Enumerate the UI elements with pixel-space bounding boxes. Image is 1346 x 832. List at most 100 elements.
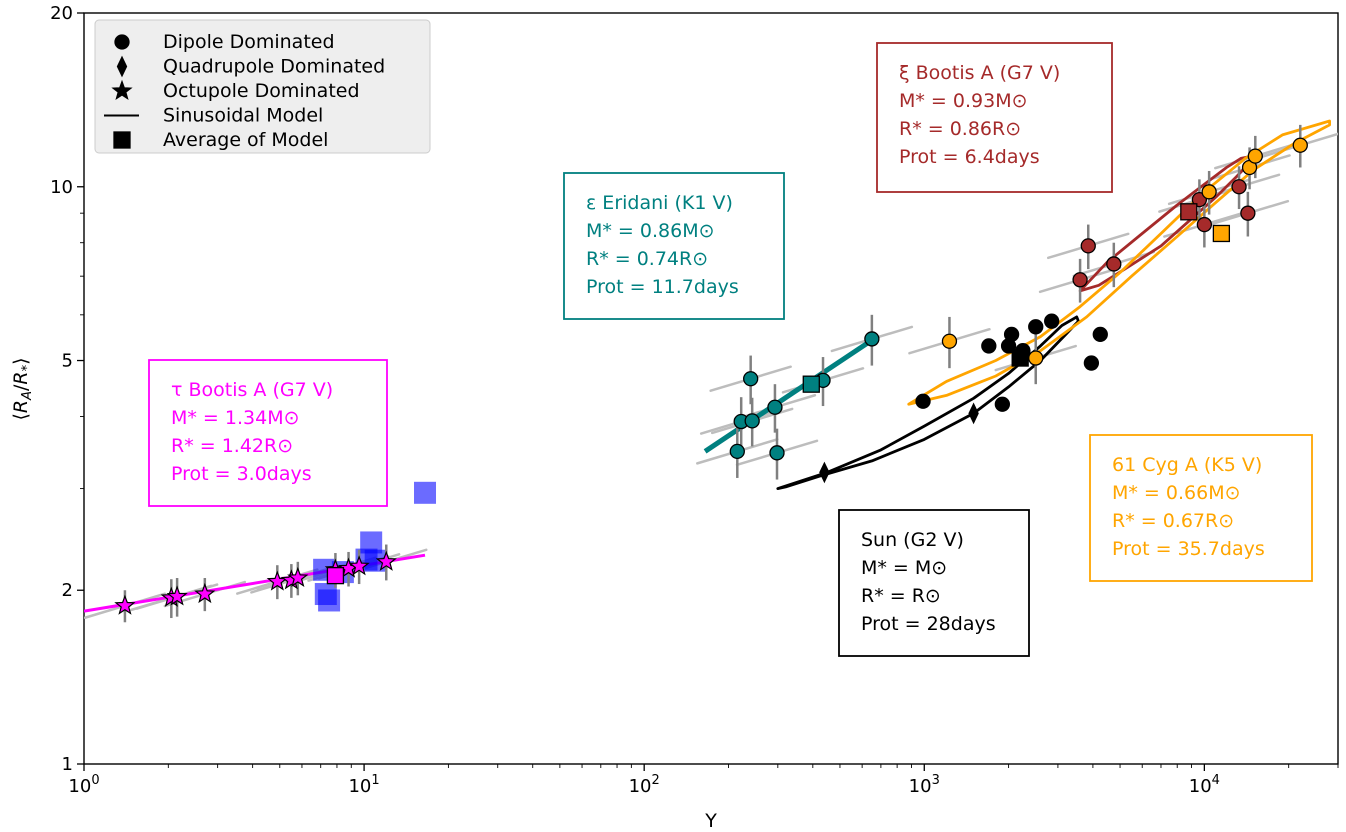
sun-info-line-1: M* = M⊙ [861,557,947,579]
eps_eri-point-2 [743,371,759,387]
y-axis: 1 2 5 10 20 [50,3,84,775]
plot-area [84,119,1338,623]
sun-point-0 [915,393,931,409]
annotation-boxes: τ Bootis A (G7 V) M* = 1.34M⊙ R* = 1.42R⊙ P… [148,42,1313,657]
y-tick-label-3: 10 [50,177,73,198]
tau_boo-point-6 [287,566,309,587]
xi_boo-point-4 [1196,216,1213,233]
eps_eri-average-square [802,375,820,393]
61_cyg-info-line-1: M* = 0.66M⊙ [1112,482,1241,504]
tau_boo-info-line-0: τ Bootis A (G7 V) [171,379,333,401]
legend-label-1: Quadrupole Dominated [163,56,385,78]
eps_eri-point-7 [864,331,880,347]
legend-label-3: Sinusoidal Model [163,105,323,127]
xi_boo-info-box-frame [876,42,1113,193]
tau_boo-point-0 [114,594,136,615]
61_cyg-info-line-3: Prot = 35.7days [1112,538,1265,560]
eps_eri-info-box: ε Eridani (K1 V) M* = 0.86M⊙ R* = 0.74R⊙ Pr… [563,172,785,320]
xi_boo-point-1 [1080,238,1096,254]
eps_eri-info-line-3: Prot = 11.7days [586,276,739,298]
sun-average-square [1011,349,1029,367]
tau_boo-comparison-square-7 [414,481,437,504]
tau_boo-point-2 [166,585,188,606]
eps_eri-info-line-2: R* = 0.74R⊙ [586,248,708,270]
x-axis: 100 101 102 103 104 [68,764,1339,797]
61_cyg-info-box: 61 Cyg A (K5 V) M* = 0.66M⊙ R* = 0.67R⊙ Pro… [1089,434,1313,582]
61_cyg-point-4 [1247,148,1263,164]
sun-info-box-frame [838,509,1030,657]
xi_boo-point-0 [1072,272,1088,288]
tau_boo-info-line-3: Prot = 3.0days [171,463,312,485]
eps_eri-model-line [703,336,876,454]
xi_boo-point-6 [1240,205,1256,221]
tau_boo-comparison-square-5 [360,531,383,554]
x-tick-label-1: 101 [348,773,379,797]
eps_eri-info-line-0: ε Eridani (K1 V) [586,192,733,214]
legend-square-icon [113,131,131,149]
sun-info-line-2: R* = R⊙ [861,585,941,607]
xi_boo-info-box: ξ Bootis A (G7 V) M* = 0.93M⊙ R* = 0.86R⊙ P… [876,42,1113,193]
sun-info-box: Sun (G2 V) M* = M⊙ R* = R⊙ Prot = 28days [838,509,1030,657]
61_cyg-info-box-frame [1089,434,1313,582]
eps_eri-info-line-1: M* = 0.86M⊙ [586,220,715,242]
xi_boo-info-line-1: M* = 0.93M⊙ [899,90,1028,112]
61_cyg-point-0 [941,333,958,349]
61_cyg-info-line-2: R* = 0.67R⊙ [1112,510,1234,532]
tau_boo-average-square [326,566,345,585]
legend-label-0: Dipole Dominated [163,31,335,53]
x-tick-label-0: 100 [68,773,99,797]
sun-point-6 [1028,319,1044,335]
eps_eri-point-5 [769,445,785,461]
plot-layer [84,119,1338,623]
y-tick-label-2: 5 [62,351,73,372]
legend-star-icon [111,79,133,100]
y-tick-label-1: 2 [62,580,73,601]
x-axis-label: Y [704,810,717,832]
y-axis-label: ⟨RA/R*⟩ [10,357,35,420]
sun-point-9 [1092,326,1108,343]
sun-info-line-3: Prot = 28days [861,613,996,635]
61_cyg-point-1 [1028,350,1044,366]
legend-label-4: Average of Model [163,129,328,151]
sun-point-8 [1083,355,1100,371]
legend-diamond-icon [116,55,128,78]
sun-point-10 [819,461,830,484]
eps_eri-point-0 [729,443,745,460]
xi_boo-info-line-0: ξ Bootis A (G7 V) [899,62,1060,84]
xi_boo-point-2 [1106,256,1122,272]
x-tick-label-2: 102 [629,773,660,797]
xi_boo-info-line-3: Prot = 6.4days [899,146,1040,168]
eps_eri-point-3 [744,413,760,429]
61_cyg-info-line-0: 61 Cyg A (K5 V) [1112,454,1262,476]
sun-point-7 [1044,313,1060,329]
tau_boo-info-box-frame [148,359,388,507]
x-tick-label-4: 104 [1189,773,1220,797]
tau_boo-info-box: τ Bootis A (G7 V) M* = 1.34M⊙ R* = 1.42R⊙ P… [148,359,388,507]
61_cyg-model-curve [907,119,1331,406]
x-tick-label-3: 103 [909,773,940,797]
61_cyg-average-square [1212,224,1231,243]
tau_boo-point-3 [194,582,216,604]
legend-label-2: Octupole Dominated [163,80,360,102]
svg-text:⟨RA/R*⟩: ⟨RA/R*⟩ [10,357,35,420]
xi_boo-average-square [1180,203,1198,221]
tau_boo-point-9 [348,555,370,576]
y-tick-label-4: 20 [50,3,73,24]
tau_boo-info-line-1: M* = 1.34M⊙ [171,407,300,429]
tau_boo-point-10 [375,550,397,571]
tau_boo-info-line-2: R* = 1.42R⊙ [171,435,293,457]
sun-point-11 [968,402,979,425]
sun-point-4 [1003,326,1020,343]
tau_boo-comparison-square-1 [318,589,341,612]
eps_eri-info-box-frame [563,172,785,320]
legend-box [94,19,431,154]
sun-point-2 [994,396,1010,412]
61_cyg-point-2 [1201,184,1217,200]
plot-frame [83,12,1339,765]
xi_boo-info-line-2: R* = 0.86R⊙ [899,118,1021,140]
xi_boo-point-5 [1231,179,1247,195]
y-tick-label-0: 1 [62,754,73,775]
legend-circle-icon [114,34,130,50]
61_cyg-point-5 [1292,137,1308,153]
